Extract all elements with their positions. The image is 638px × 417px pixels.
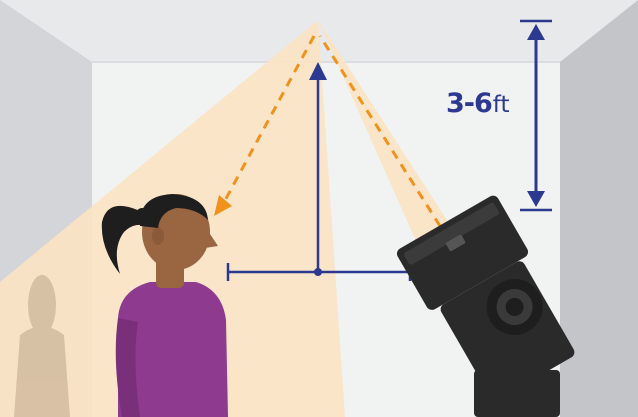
vertical-distance-arrow	[520, 19, 552, 212]
distance-value: 3-6	[446, 88, 493, 119]
bounce-light-path	[220, 35, 442, 227]
ceiling	[0, 0, 638, 62]
right-wall	[560, 0, 638, 417]
bounce-arrowhead	[214, 195, 232, 216]
person-shadow-icon	[14, 275, 70, 417]
person-silhouette-icon	[101, 194, 228, 417]
distance-unit: ft	[492, 92, 510, 118]
distance-label: 3-6ft	[446, 90, 510, 117]
speedlight-flash-icon	[396, 195, 575, 417]
